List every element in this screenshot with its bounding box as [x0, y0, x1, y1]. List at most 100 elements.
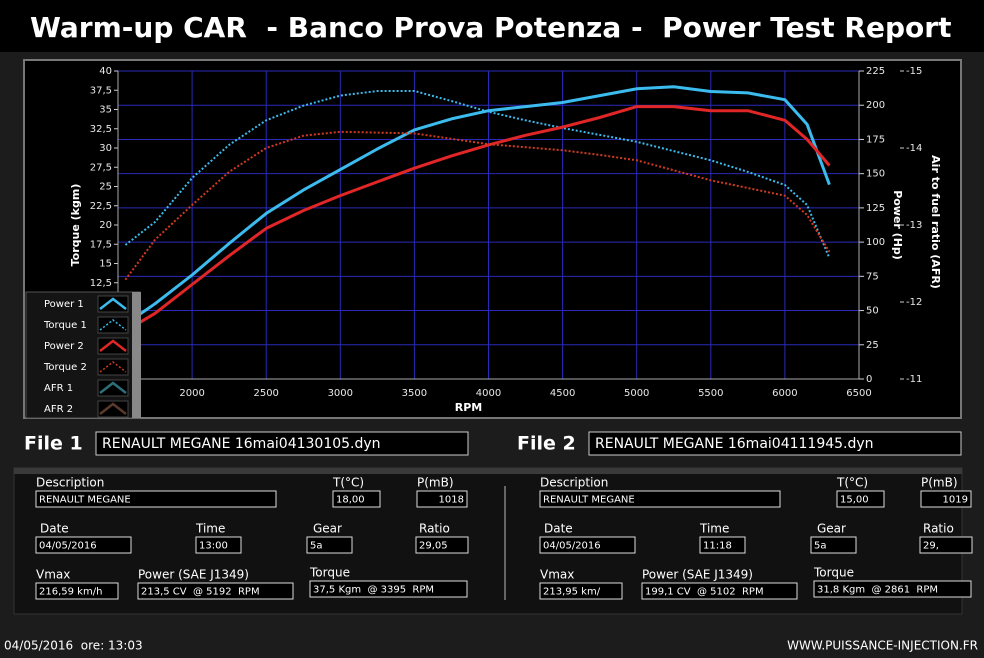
- legend-box: [25, 291, 141, 419]
- series-line: [124, 85, 831, 326]
- y-tick-label: 30: [99, 143, 112, 154]
- y2-tick-label: 50: [866, 306, 879, 317]
- field-label: Ratio: [419, 522, 450, 536]
- field-label: Time: [699, 522, 729, 536]
- y-tick-label: 17,5: [90, 239, 112, 250]
- y-tick-label: 15: [99, 259, 112, 270]
- file-name: RENAULT MEGANE 16mai04111945.dyn: [595, 436, 874, 452]
- legend-swatch: [99, 297, 127, 310]
- field-value: 29,05: [419, 541, 448, 552]
- legend-swatch-bg: [97, 358, 129, 376]
- y2-tick-label: 225: [866, 66, 885, 77]
- legend-swatch: [99, 381, 127, 394]
- field-value: 04/05/2016: [39, 541, 97, 552]
- field-box: [810, 536, 857, 554]
- legend-scroll: [132, 292, 141, 418]
- y2-tick-label: 75: [866, 271, 879, 282]
- field-value: 216,59 km/h: [39, 587, 102, 598]
- legend-label: AFR 2: [44, 404, 73, 415]
- x-tick-label: 4000: [476, 388, 501, 399]
- field-label: P(mB): [921, 476, 958, 490]
- chart-frame: [23, 59, 962, 419]
- legend-swatch-bg: [97, 400, 129, 418]
- legend-swatch-bg: [97, 337, 129, 355]
- field-box: [306, 536, 353, 554]
- x-tick-label: 6000: [772, 388, 797, 399]
- field-label: Gear: [313, 522, 342, 536]
- x-tick-label: 2000: [179, 388, 204, 399]
- field-value: 1018: [439, 495, 464, 506]
- field-box: [35, 582, 119, 600]
- field-box: [836, 490, 885, 508]
- file-name-box: [588, 431, 962, 456]
- y-tick-label: 40: [99, 66, 112, 77]
- field-value: 15,00: [840, 495, 869, 506]
- x-axis-label: RPM: [455, 401, 482, 414]
- field-label: Power (SAE J1349): [642, 568, 753, 582]
- field-box: [137, 582, 294, 600]
- y3-tick-label: -13: [906, 220, 922, 231]
- y2-tick-label: 0: [866, 374, 872, 385]
- y2-tick-label: 25: [866, 340, 879, 351]
- legend-swatch-bg: [97, 379, 129, 397]
- footer-website: WWW.PUISSANCE-INJECTION.FR: [787, 639, 978, 653]
- legend-swatch: [99, 319, 127, 331]
- field-label: T(°C): [836, 476, 868, 490]
- field-value: 5a: [310, 541, 323, 552]
- field-value: 29,: [923, 541, 939, 552]
- footer-datetime: 04/05/2016 ore: 13:03: [4, 639, 143, 653]
- field-label: Date: [544, 522, 573, 536]
- field-box: [641, 582, 798, 600]
- field-value: 37,5 Kgm @ 3395 RPM: [313, 585, 434, 596]
- y-tick-label: 12,5: [90, 278, 112, 289]
- report-title: Warm-up CAR - Banco Prova Potenza - Powe…: [30, 11, 951, 44]
- y3-axis-label: Air to fuel ratio (AFR): [929, 155, 942, 289]
- field-box: [539, 490, 781, 508]
- field-value: RENAULT MEGANE: [39, 495, 131, 506]
- legend-swatch-bg: [97, 295, 129, 313]
- x-tick-label: 6500: [846, 388, 871, 399]
- field-label: Torque: [813, 566, 854, 580]
- field-value: 1019: [943, 495, 968, 506]
- legend-label: Power 1: [44, 299, 84, 310]
- y3-tick-label: -15: [906, 66, 922, 77]
- field-label: P(mB): [417, 476, 454, 490]
- x-tick-label: 2500: [253, 388, 278, 399]
- field-box: [332, 490, 381, 508]
- field-value: 5a: [814, 541, 827, 552]
- x-tick-label: 4500: [550, 388, 575, 399]
- y3-tick-label: -14: [906, 143, 922, 154]
- x-tick-label: 3000: [328, 388, 353, 399]
- field-value: 213,95 km/: [543, 587, 601, 598]
- field-label: Date: [40, 522, 69, 536]
- x-tick-label: 5000: [624, 388, 649, 399]
- y-tick-label: 37,5: [90, 85, 112, 96]
- field-label: Torque: [309, 566, 350, 580]
- field-value: 13:00: [199, 541, 228, 552]
- field-value: 31,8 Kgm @ 2861 RPM: [817, 585, 938, 596]
- field-label: T(°C): [332, 476, 364, 490]
- field-box: [539, 582, 623, 600]
- y2-axis-label: Power (Hp): [891, 190, 904, 260]
- series-line: [124, 130, 831, 281]
- field-label: Vmax: [36, 568, 70, 582]
- y-tick-label: 20: [99, 220, 112, 231]
- legend-swatch: [99, 402, 127, 415]
- file-label: File 2: [517, 433, 576, 455]
- series-line: [124, 90, 831, 259]
- field-label: Ratio: [923, 522, 954, 536]
- y-axis-label: Torque (kgm): [69, 184, 82, 267]
- y2-tick-label: 100: [866, 237, 885, 248]
- field-box: [195, 536, 242, 554]
- y-tick-label: 25: [99, 182, 112, 193]
- legend-label: Torque 1: [43, 320, 87, 331]
- y3-tick-label: -11: [906, 374, 922, 385]
- field-box: [699, 536, 746, 554]
- x-tick-label: 5500: [698, 388, 723, 399]
- field-value: 11:18: [703, 541, 732, 552]
- field-label: Time: [195, 522, 225, 536]
- legend-swatch-bg: [97, 316, 129, 334]
- file-name-box: [95, 431, 469, 456]
- y2-tick-label: 150: [866, 169, 885, 180]
